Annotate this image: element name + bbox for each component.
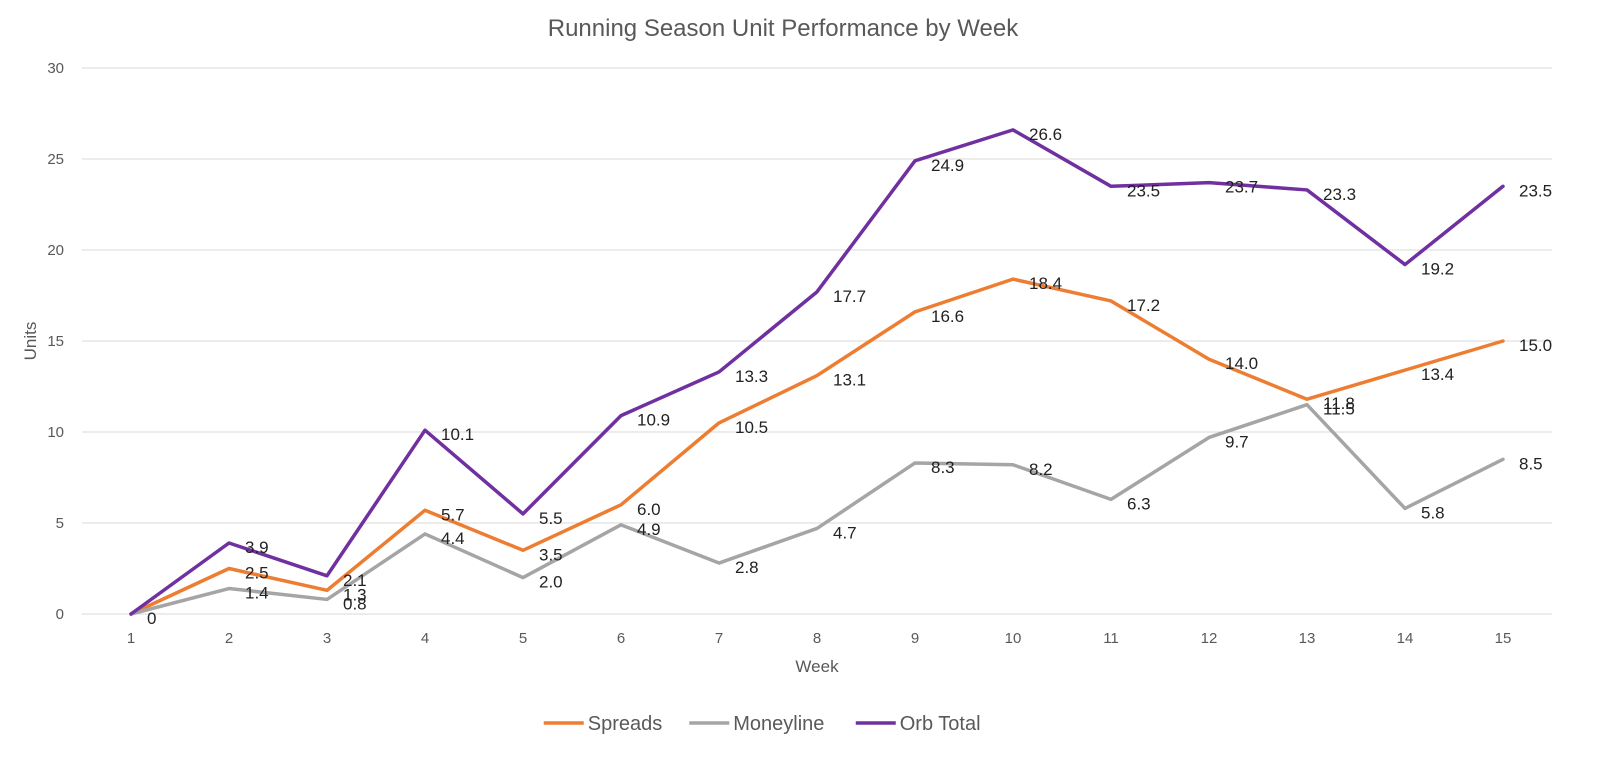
data-label-orb-total: 23.5 — [1127, 181, 1160, 200]
y-axis-tick-labels: 0 5 10 15 20 25 30 — [47, 60, 64, 623]
data-label-spreads: 6.0 — [637, 500, 661, 519]
data-label-moneyline: 2.8 — [735, 558, 759, 577]
x-tick-label: 11 — [1103, 630, 1119, 647]
series-line-spreads — [129, 277, 1505, 616]
x-axis-tick-labels: 1 2 3 4 5 6 7 8 9 10 11 12 13 14 15 — [127, 630, 1512, 647]
data-label-spreads: 2.5 — [245, 564, 269, 583]
y-tick-label: 10 — [47, 424, 64, 441]
x-tick-label: 15 — [1495, 630, 1512, 647]
legend: Spreads Moneyline Orb Total — [543, 713, 981, 735]
y-tick-label: 15 — [47, 333, 64, 350]
legend-label-moneyline: Moneyline — [733, 713, 824, 735]
y-tick-label: 0 — [56, 606, 64, 623]
x-tick-label: 2 — [225, 630, 233, 647]
data-label-spreads: 5.7 — [441, 505, 465, 524]
data-label-moneyline: 11.5 — [1323, 400, 1355, 419]
data-label-orb-total: 26.6 — [1029, 125, 1062, 144]
x-tick-label: 7 — [715, 630, 723, 647]
y-tick-label: 30 — [47, 60, 64, 77]
series-lines — [129, 128, 1505, 616]
data-label-spreads: 17.2 — [1127, 296, 1160, 315]
data-label-moneyline: 4.9 — [637, 520, 661, 539]
series-line-moneyline — [129, 402, 1505, 616]
data-label-moneyline: 9.7 — [1225, 432, 1249, 451]
x-tick-label: 3 — [323, 630, 331, 647]
data-label-orb-total: 17.7 — [833, 287, 866, 306]
chart-title: Running Season Unit Performance by Week — [548, 15, 1019, 42]
x-tick-label: 14 — [1397, 630, 1414, 647]
x-tick-label: 4 — [421, 630, 429, 647]
x-tick-label: 13 — [1299, 630, 1316, 647]
x-axis-title: Week — [795, 657, 839, 676]
data-label-spreads: 3.5 — [539, 545, 563, 564]
data-label-orb-total: 13.3 — [735, 367, 768, 386]
legend-label-orb-total: Orb Total — [900, 713, 981, 735]
data-label-orb-total: 5.5 — [539, 509, 563, 528]
y-axis-title: Units — [21, 322, 40, 361]
y-tick-label: 20 — [47, 242, 64, 259]
data-label-moneyline: 8.5 — [1519, 454, 1543, 473]
data-label-moneyline: 1.4 — [245, 584, 269, 603]
data-label-spreads: 11.8 — [1323, 394, 1355, 413]
legend-label-spreads: Spreads — [588, 713, 663, 735]
data-label-orb-total: 23.3 — [1323, 185, 1356, 204]
data-label-orb-total: 0 — [147, 609, 156, 628]
data-label-orb-total: 10.9 — [637, 411, 670, 430]
data-label-moneyline: 8.3 — [931, 458, 955, 477]
data-label-orb-total: 23.5 — [1519, 181, 1552, 200]
x-tick-label: 1 — [127, 630, 135, 647]
data-label-spreads: 13.1 — [833, 371, 866, 390]
data-label-moneyline: 4.4 — [441, 529, 465, 548]
x-tick-label: 10 — [1005, 630, 1022, 647]
x-tick-label: 9 — [911, 630, 919, 647]
data-label-spreads: 16.6 — [931, 307, 964, 326]
x-tick-label: 12 — [1201, 630, 1218, 647]
y-tick-label: 25 — [47, 151, 64, 168]
data-label-spreads: 18.4 — [1029, 274, 1062, 293]
x-tick-label: 6 — [617, 630, 625, 647]
data-label-moneyline: 5.8 — [1421, 503, 1445, 522]
gridlines — [82, 67, 1552, 615]
data-labels: 2.5 1.3 5.7 3.5 6.0 10.5 13.1 16.6 18.4 17.2 14.0 1… — [147, 125, 1552, 628]
data-label-orb-total: 23.7 — [1225, 178, 1258, 197]
series-line-orb-total — [129, 128, 1505, 616]
data-label-spreads: 15.0 — [1519, 336, 1552, 355]
x-tick-label: 5 — [519, 630, 527, 647]
data-label-spreads: 13.4 — [1421, 365, 1454, 384]
data-label-orb-total: 24.9 — [931, 156, 964, 175]
data-label-moneyline: 6.3 — [1127, 494, 1151, 513]
data-label-orb-total: 10.1 — [441, 425, 474, 444]
y-tick-label: 5 — [56, 515, 64, 532]
data-label-moneyline: 2.0 — [539, 573, 563, 592]
data-label-spreads: 10.5 — [735, 418, 768, 437]
data-label-moneyline: 0.8 — [343, 594, 367, 613]
data-label-orb-total: 3.9 — [245, 538, 269, 557]
data-label-orb-total: 19.2 — [1421, 260, 1454, 279]
data-label-spreads: 14.0 — [1225, 354, 1258, 373]
data-label-moneyline: 4.7 — [833, 523, 857, 542]
data-label-spreads: 1.3 — [343, 585, 367, 604]
data-label-moneyline: 8.2 — [1029, 460, 1053, 479]
x-tick-label: 8 — [813, 630, 821, 647]
data-label-orb-total: 2.1 — [343, 571, 367, 590]
